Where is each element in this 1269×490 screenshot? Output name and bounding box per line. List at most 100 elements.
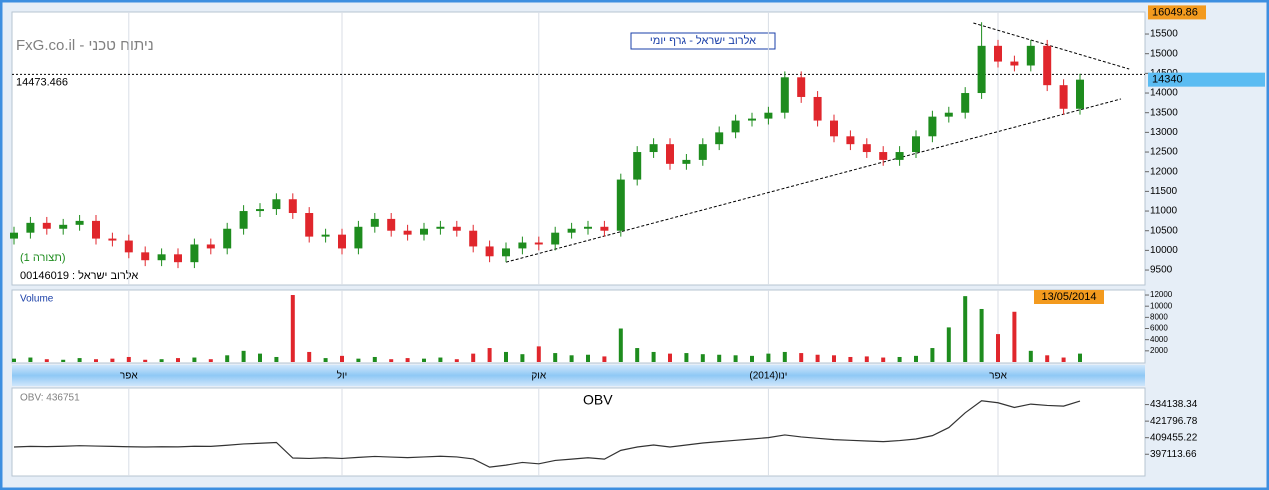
- volume-bar: [307, 351, 312, 362]
- volume-bar: [536, 346, 541, 362]
- volume-bar: [44, 359, 49, 362]
- y-tick-label: 8000: [1150, 312, 1168, 321]
- y-tick-label: 10500: [1150, 225, 1178, 236]
- x-tick-label: ינו(2014): [749, 371, 787, 382]
- y-tick-label: 14000: [1150, 88, 1178, 99]
- candle-body: [288, 199, 297, 214]
- trendline: [973, 22, 1130, 70]
- candle-body: [764, 112, 773, 119]
- candle-body: [338, 234, 346, 249]
- y-tick-label: 15500: [1150, 29, 1178, 40]
- volume-bar: [143, 359, 148, 362]
- date-box: [1034, 290, 1104, 304]
- candle-body: [420, 228, 428, 235]
- volume-bar: [241, 350, 246, 362]
- candle-body: [206, 244, 215, 249]
- last-label-box: [1148, 72, 1265, 87]
- volume-bar: [356, 358, 361, 362]
- candle-body: [141, 252, 150, 261]
- volume-bar: [799, 353, 804, 362]
- y-tick-label: 12000: [1150, 166, 1178, 177]
- y-tick-label: 15000: [1150, 48, 1178, 59]
- candle-body: [567, 228, 576, 233]
- volume-bar: [208, 359, 213, 362]
- candle-body: [354, 226, 363, 249]
- volume-bar: [94, 359, 98, 362]
- y-tick-label: 397113.66: [1150, 449, 1197, 460]
- volume-bar: [471, 353, 476, 362]
- candle-body: [108, 238, 117, 241]
- y-tick-label: 6000: [1150, 324, 1168, 333]
- volume-bar: [864, 356, 869, 362]
- candle-body: [879, 152, 888, 160]
- candle-body: [813, 96, 822, 121]
- volume-bar: [77, 358, 82, 362]
- volume-bar: [504, 351, 508, 362]
- obv-line: [13, 400, 1081, 468]
- candle-body: [1076, 79, 1084, 109]
- candle-body: [944, 112, 953, 117]
- candle-body: [256, 209, 264, 212]
- volume-bar: [897, 356, 902, 362]
- volume-title: Volume: [20, 294, 54, 305]
- volume-bar: [274, 356, 279, 362]
- candle-body: [698, 144, 707, 160]
- candle-body: [994, 45, 1002, 62]
- volume-bar: [454, 359, 459, 362]
- volume-bar: [422, 358, 426, 362]
- candle-body: [977, 45, 986, 94]
- volume-bar: [733, 355, 738, 362]
- volume-bar: [438, 357, 443, 362]
- x-tick-label: אפר: [989, 371, 1007, 382]
- candle-body: [92, 220, 100, 239]
- y-tick-label: 4000: [1150, 335, 1168, 344]
- volume-bar: [1061, 357, 1066, 362]
- volume-bar: [12, 358, 16, 362]
- candle-body: [961, 93, 970, 113]
- candle-body: [370, 218, 379, 227]
- candle-body: [10, 232, 18, 239]
- volume-bar: [405, 358, 410, 362]
- volume-bar: [225, 355, 230, 362]
- x-tick-label: אוק: [531, 371, 546, 382]
- max-label: 16049.86: [1152, 6, 1198, 18]
- chart-title: אלרוב ישראל - גרף יומי: [650, 34, 756, 47]
- candle-body: [1026, 45, 1035, 66]
- volume-bar: [192, 357, 197, 362]
- volume-bar: [766, 353, 771, 362]
- candle-body: [1043, 45, 1052, 86]
- volume-bar: [61, 359, 66, 362]
- candle-body: [616, 179, 625, 231]
- volume-bar: [28, 357, 33, 362]
- volume-bar: [914, 355, 918, 362]
- candle-body: [436, 226, 445, 229]
- candle-body: [780, 77, 789, 113]
- obv-title: OBV: [583, 392, 613, 408]
- volume-bar: [815, 354, 820, 362]
- volume-bar: [110, 358, 115, 362]
- y-tick-label: 13500: [1150, 107, 1178, 118]
- volume-bar: [569, 355, 574, 362]
- candle-body: [485, 246, 494, 257]
- obv-panel: [11, 387, 1146, 477]
- candle-body: [862, 144, 871, 153]
- candle-body: [272, 199, 281, 210]
- max-label-box: [1148, 5, 1206, 20]
- candle-body: [190, 244, 199, 263]
- candle-body: [830, 120, 838, 137]
- volume-bar: [700, 354, 705, 362]
- y-tick-label: 10000: [1150, 245, 1178, 256]
- date-label: 13/05/2014: [1041, 291, 1096, 303]
- candle-body: [452, 226, 461, 231]
- volume-bar: [750, 355, 754, 362]
- title-box: [630, 32, 776, 50]
- volume-bar: [979, 308, 984, 362]
- candle-body: [797, 77, 806, 97]
- volume-bar: [881, 357, 886, 362]
- candle-body: [387, 218, 396, 231]
- y-tick-label: 11500: [1150, 186, 1178, 197]
- volume-bar: [1012, 311, 1017, 362]
- candle-body: [518, 242, 527, 249]
